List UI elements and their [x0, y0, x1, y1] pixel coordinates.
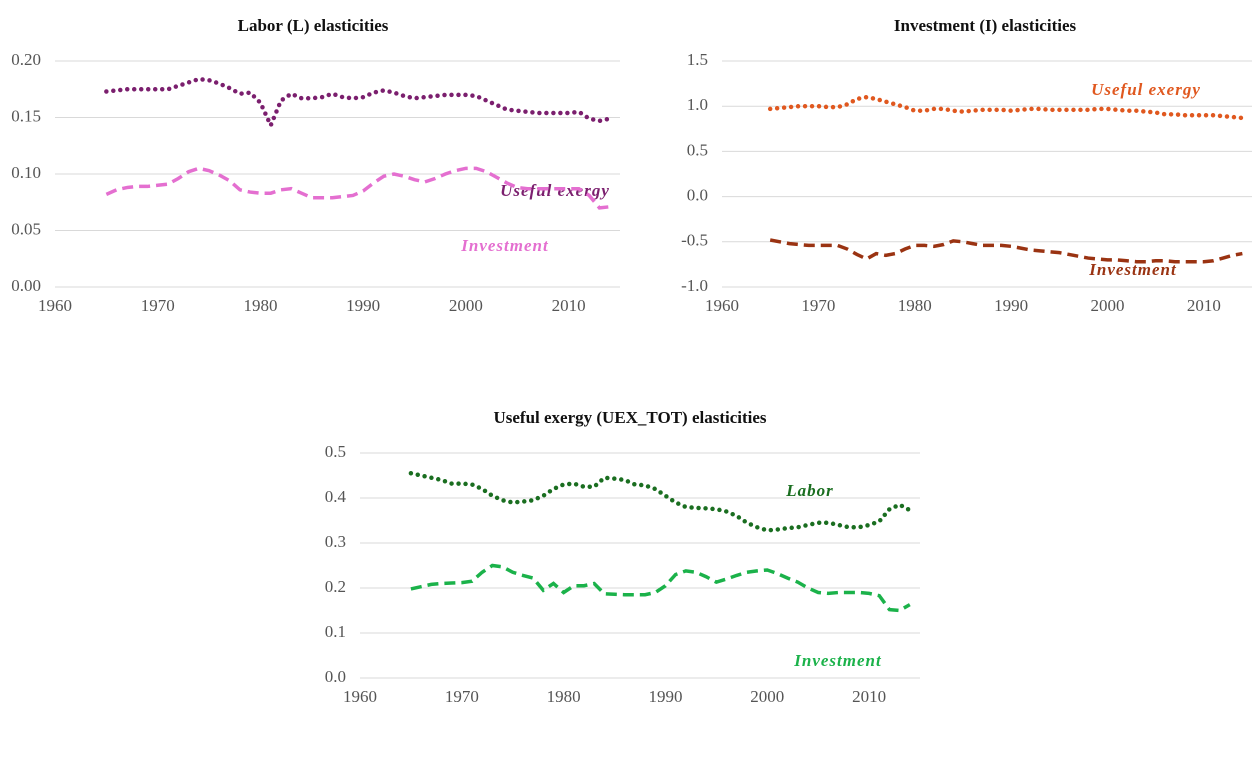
x-tick-label: 2000: [1090, 296, 1124, 315]
x-tick-label: 1970: [445, 687, 479, 706]
x-tick-label: 1980: [547, 687, 581, 706]
x-tick-label: 1980: [898, 296, 932, 315]
series-label: Investment: [460, 236, 549, 255]
y-tick-label: 0.05: [11, 219, 41, 238]
x-tick-label: 2010: [852, 687, 886, 706]
y-tick-label: 0.10: [11, 163, 41, 182]
x-tick-label: 1980: [243, 296, 277, 315]
x-tick-label: 2010: [1187, 296, 1221, 315]
y-tick-label: -0.5: [681, 231, 708, 250]
y-tick-label: 0.15: [11, 106, 41, 125]
series-line: [408, 471, 913, 533]
y-tick-label: -1.0: [681, 276, 708, 295]
y-tick-label: 0.0: [325, 667, 346, 686]
x-tick-label: 1990: [994, 296, 1028, 315]
chart-title: Useful exergy (UEX_TOT) elasticities: [493, 408, 766, 427]
y-tick-label: 0.5: [687, 140, 708, 159]
series-label: Investment: [1088, 260, 1177, 279]
y-tick-label: 0.3: [325, 532, 346, 551]
y-tick-label: 0.5: [325, 442, 346, 461]
series-line: [410, 563, 911, 613]
x-tick-label: 1990: [346, 296, 380, 315]
x-tick-label: 1960: [705, 296, 739, 315]
series-line: [105, 166, 610, 210]
x-tick-label: 1970: [141, 296, 175, 315]
x-tick-label: 1960: [38, 296, 72, 315]
chart-title: Investment (I) elasticities: [894, 16, 1077, 35]
series-line: [104, 76, 612, 132]
y-tick-label: 0.4: [325, 487, 347, 506]
x-tick-label: 1960: [343, 687, 377, 706]
x-tick-label: 2010: [552, 296, 586, 315]
series-line: [769, 238, 1243, 264]
x-tick-label: 2000: [750, 687, 784, 706]
y-tick-label: 1.0: [687, 95, 708, 114]
y-tick-label: 0.1: [325, 622, 346, 641]
series-line: [767, 94, 1245, 121]
y-tick-label: 0.00: [11, 276, 41, 295]
y-tick-label: 0.20: [11, 50, 41, 69]
y-tick-label: 1.5: [687, 50, 708, 69]
x-tick-label: 2000: [449, 296, 483, 315]
y-tick-label: 0.0: [687, 186, 708, 205]
x-tick-label: 1970: [801, 296, 835, 315]
series-label: Investment: [793, 651, 882, 670]
series-label: Useful exergy: [1091, 80, 1201, 99]
series-label: Labor: [785, 481, 834, 500]
chart-title: Labor (L) elasticities: [238, 16, 389, 35]
x-tick-label: 1990: [648, 687, 682, 706]
y-tick-label: 0.2: [325, 577, 346, 596]
